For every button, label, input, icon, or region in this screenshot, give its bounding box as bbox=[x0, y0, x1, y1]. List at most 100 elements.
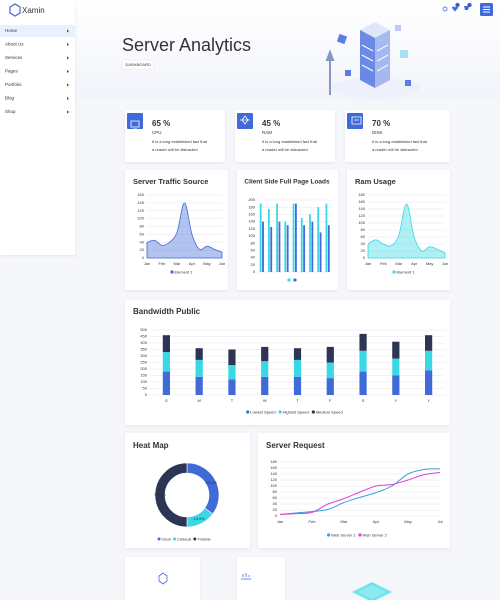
card bbox=[125, 557, 200, 600]
stat-text: a reader will be distracted bbox=[262, 147, 308, 152]
stat-text: a reader will be distracted bbox=[372, 147, 418, 152]
logo: Xamin bbox=[9, 3, 45, 17]
stat-icon bbox=[237, 113, 253, 129]
y-tick-label: 20 bbox=[251, 262, 256, 267]
y-tick-label: 40 bbox=[361, 241, 366, 246]
y-tick-label: 180 bbox=[248, 204, 255, 209]
y-tick-label: 40 bbox=[251, 255, 256, 260]
bar bbox=[309, 214, 311, 272]
x-tick-label: Feb bbox=[380, 261, 388, 266]
bar-segment bbox=[228, 379, 236, 395]
y-tick-label: 140 bbox=[358, 206, 365, 211]
bar bbox=[300, 218, 303, 272]
sidebar bbox=[0, 0, 75, 255]
x-tick-label: Apr bbox=[373, 519, 380, 524]
x-tick-label: Jul bbox=[437, 519, 442, 524]
bar-segment bbox=[228, 365, 236, 380]
bar-segment bbox=[195, 376, 203, 395]
line bbox=[279, 472, 441, 515]
x-tick-label: F bbox=[329, 398, 332, 403]
x-tick-label: May bbox=[426, 261, 434, 266]
menu-arrow bbox=[67, 110, 69, 114]
menu-item[interactable]: Services bbox=[5, 55, 23, 60]
legend-label: Trouble bbox=[197, 536, 211, 541]
x-tick-label: S bbox=[165, 398, 168, 403]
badge-count: 0 bbox=[469, 3, 471, 7]
menu-arrow bbox=[67, 83, 69, 87]
legend-swatch bbox=[392, 270, 396, 274]
menu-button-icon bbox=[483, 6, 490, 13]
y-tick-label: 20 bbox=[361, 248, 366, 253]
stat-label: CPU bbox=[152, 130, 162, 135]
y-tick-label: 140 bbox=[137, 200, 144, 205]
x-tick-label: S bbox=[362, 398, 365, 403]
chart-title: Client Side Full Page Loads bbox=[244, 179, 330, 186]
bar bbox=[292, 203, 295, 272]
bar-segment bbox=[359, 371, 367, 395]
hero-bg bbox=[0, 0, 500, 100]
menu-item[interactable]: Portfolio bbox=[5, 82, 22, 87]
y-tick-label: 60 bbox=[140, 231, 145, 236]
y-tick-label: 350 bbox=[140, 347, 147, 352]
menu-item[interactable]: Home bbox=[5, 28, 18, 33]
y-tick-label: 160 bbox=[248, 211, 255, 216]
legend-label: Element 1 bbox=[174, 269, 193, 274]
y-tick-label: 80 bbox=[251, 240, 256, 245]
chart-title: Server Traffic Source bbox=[133, 177, 208, 186]
area bbox=[367, 203, 446, 259]
y-tick-label: 50 bbox=[143, 386, 148, 391]
bar bbox=[311, 221, 314, 272]
menu-item[interactable]: Pages bbox=[5, 69, 19, 74]
legend-label: Element 1 bbox=[396, 269, 415, 274]
y-tick-label: 60 bbox=[361, 234, 366, 239]
x-tick-label: Jan bbox=[144, 261, 150, 266]
legend-swatch bbox=[358, 533, 362, 537]
search-icon[interactable] bbox=[442, 6, 448, 12]
chart-title: Server Request bbox=[266, 441, 325, 450]
bar bbox=[303, 225, 306, 272]
bar bbox=[267, 209, 270, 272]
legend-swatch bbox=[327, 533, 331, 537]
legend-swatch bbox=[287, 278, 291, 282]
bar-segment bbox=[425, 350, 433, 371]
stat-label: RAM bbox=[262, 130, 272, 135]
chart-title: Heat Map bbox=[133, 441, 169, 450]
legend-label: Web Server 1 bbox=[331, 532, 356, 537]
bar-segment bbox=[326, 346, 334, 363]
legend-swatch bbox=[311, 410, 315, 414]
y-tick-label: 0 bbox=[363, 255, 366, 260]
menu-item[interactable]: Shop bbox=[5, 109, 16, 114]
y-tick-label: 160 bbox=[270, 465, 277, 470]
cart-icon[interactable] bbox=[464, 6, 469, 10]
wishlist-icon[interactable] bbox=[452, 6, 458, 12]
legend-label: Medium Speed bbox=[316, 409, 343, 414]
y-tick-label: 150 bbox=[140, 373, 147, 378]
menu-item[interactable]: About Us bbox=[5, 42, 24, 47]
bar-segment bbox=[326, 362, 334, 379]
y-tick-label: 60 bbox=[273, 495, 278, 500]
bar-segment bbox=[326, 378, 334, 395]
y-tick-label: 40 bbox=[140, 239, 145, 244]
card bbox=[237, 557, 285, 600]
x-tick-label: Mar bbox=[174, 261, 182, 266]
bar-segment bbox=[392, 341, 400, 359]
bar-segment bbox=[293, 348, 302, 360]
y-tick-label: 0 bbox=[145, 392, 148, 397]
bar-segment bbox=[359, 333, 367, 351]
breadcrumb-text[interactable]: DASHBOARD bbox=[125, 62, 150, 67]
menu-arrow bbox=[67, 97, 69, 100]
legend-label: Lowest Speed bbox=[250, 409, 275, 414]
y-tick-label: 0 bbox=[253, 269, 256, 274]
legend-label: Clear bbox=[162, 536, 172, 541]
y-tick-label: 20 bbox=[273, 507, 278, 512]
bar bbox=[262, 221, 264, 272]
y-tick-label: 20 bbox=[140, 247, 145, 252]
legend-swatch bbox=[173, 537, 177, 541]
y-tick-label: 100 bbox=[270, 483, 277, 488]
chart-card bbox=[125, 170, 228, 290]
menu-arrow bbox=[67, 43, 69, 46]
y-tick-label: 80 bbox=[273, 489, 278, 494]
x-tick-label: Feb bbox=[309, 519, 317, 524]
menu-item[interactable]: Blog bbox=[5, 96, 15, 101]
